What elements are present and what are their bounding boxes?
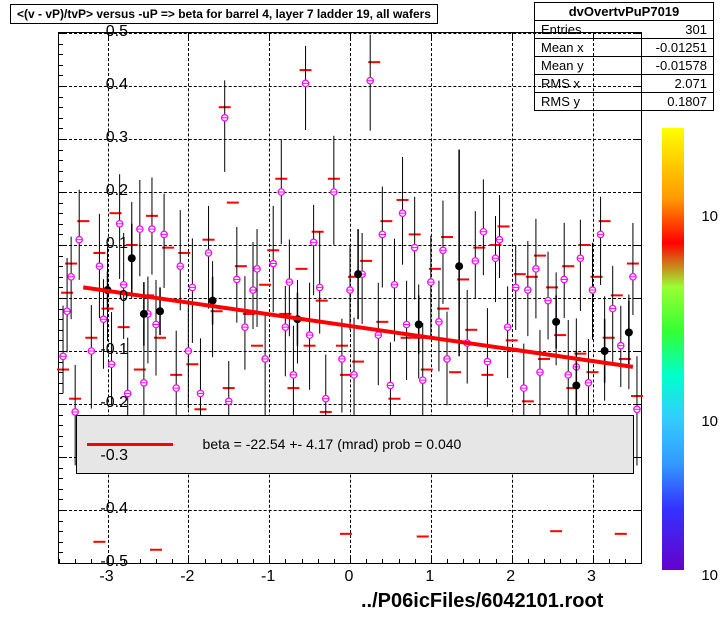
- x-tick-label: 0: [345, 568, 354, 586]
- plot-area: beta = -22.54 +- 4.17 (mrad) prob = 0.04…: [58, 32, 642, 564]
- colorbar-label: 10: [701, 567, 718, 584]
- x-tick-label: -1: [261, 568, 275, 586]
- y-tick-label: 0.2: [106, 182, 128, 200]
- x-tick-label: 2: [506, 568, 515, 586]
- file-caption: ../P06icFiles/6042101.root: [361, 590, 603, 613]
- y-tick-label: -0.2: [100, 394, 128, 412]
- black-marker: [156, 307, 164, 315]
- legend-line-sample: [87, 443, 173, 446]
- fit-legend: beta = -22.54 +- 4.17 (mrad) prob = 0.04…: [76, 415, 634, 475]
- y-tick-label: 0: [119, 288, 128, 306]
- black-marker: [455, 262, 463, 270]
- colorbar-label: 10: [701, 413, 718, 430]
- black-marker: [209, 297, 217, 305]
- legend-text: beta = -22.54 +- 4.17 (mrad) prob = 0.04…: [203, 436, 462, 452]
- y-tick-label: 0.3: [106, 129, 128, 147]
- y-tick-label: -0.5: [100, 553, 128, 571]
- black-marker: [354, 270, 362, 278]
- x-tick-label: -2: [180, 568, 194, 586]
- colorbar-label: 10: [701, 208, 718, 225]
- colorbar: [662, 128, 684, 570]
- y-tick-label: -0.4: [100, 500, 128, 518]
- y-tick-label: 0.1: [106, 235, 128, 253]
- x-tick-label: 3: [587, 568, 596, 586]
- black-marker: [552, 318, 560, 326]
- y-tick-label: -0.1: [100, 341, 128, 359]
- black-marker: [625, 328, 633, 336]
- black-marker: [140, 310, 148, 318]
- chart-title: <(v - vP)/tvP> versus -uP => beta for ba…: [10, 4, 438, 24]
- black-marker: [415, 321, 423, 329]
- black-marker: [572, 381, 580, 389]
- y-tick-label: -0.3: [100, 447, 128, 465]
- y-tick-label: 0.4: [106, 76, 128, 94]
- data-layer: [59, 33, 641, 563]
- stats-name: dvOvertvPuP7019: [535, 3, 713, 21]
- x-tick-label: 1: [425, 568, 434, 586]
- black-marker: [601, 347, 609, 355]
- black-marker: [128, 254, 136, 262]
- y-tick-label: 0.5: [106, 23, 128, 41]
